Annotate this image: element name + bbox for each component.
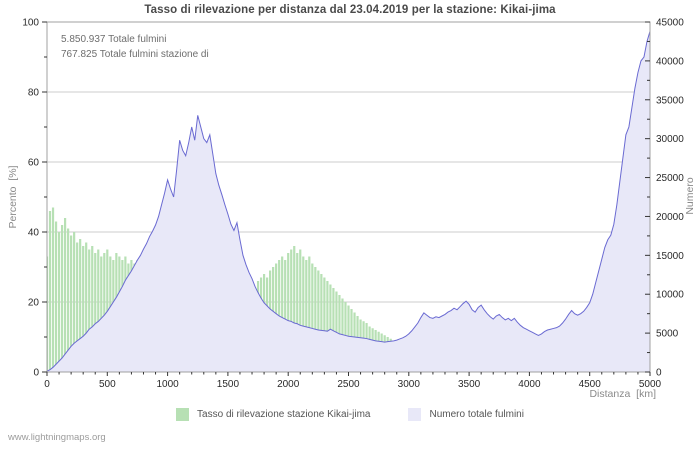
y-left-tick-label: 60 (28, 158, 40, 169)
legend-swatch (176, 408, 190, 421)
x-tick-label: 500 (99, 379, 116, 390)
legend-item-detection-rate: Tasso di rilevazione stazione Kikai-jima (176, 408, 370, 421)
y-left-tick-label: 20 (28, 298, 40, 309)
y-right-tick-label: 0 (656, 368, 662, 379)
area-total-lightning (47, 31, 650, 372)
y-right-tick-label: 20000 (656, 212, 684, 223)
legend-label: Tasso di rilevazione stazione Kikai-jima (197, 409, 371, 420)
y-right-tick-label: 10000 (656, 290, 684, 301)
station-lightning-count: 767.825 Totale fulmini stazione di (61, 48, 209, 60)
y-right-tick-label: 40000 (656, 56, 684, 67)
x-tick-label: 3000 (398, 379, 421, 390)
x-tick-label: 1500 (217, 379, 240, 390)
x-tick-label: 4000 (518, 379, 541, 390)
y-axis-label-percento: Percento [%] (7, 165, 19, 229)
y-right-tick-label: 30000 (656, 134, 684, 145)
y-right-tick-label: 5000 (656, 329, 679, 340)
y-right-tick-label: 45000 (656, 18, 684, 29)
y-left-tick-label: 80 (28, 88, 40, 99)
x-tick-label: 4500 (579, 379, 602, 390)
totals-annotation: 5.850.937 Totale fulmini 767.825 Totale … (61, 33, 209, 62)
y-left-tick-label: 40 (28, 228, 40, 239)
x-tick-label: 3500 (458, 379, 481, 390)
legend-swatch (408, 408, 422, 421)
y-left-tick-label: 100 (22, 18, 39, 29)
y-axis-label-numero: Numero (684, 177, 696, 215)
x-axis-label-distanza: Distanza [km] (589, 388, 656, 400)
y-right-tick-label: 15000 (656, 251, 684, 262)
y-right-tick-label: 25000 (656, 173, 684, 184)
y-left-tick-label: 0 (33, 368, 39, 379)
total-lightning-count: 5.850.937 Totale fulmini (61, 34, 167, 45)
legend-label: Numero totale fulmini (429, 409, 524, 420)
y-right-tick-label: 35000 (656, 95, 684, 106)
x-tick-label: 5000 (639, 379, 662, 390)
legend-item-total-lightning: Numero totale fulmini (408, 408, 524, 421)
legend: Tasso di rilevazione stazione Kikai-jima… (0, 408, 700, 421)
x-tick-label: 1000 (156, 379, 179, 390)
x-tick-label: 2000 (277, 379, 300, 390)
x-tick-label: 0 (44, 379, 50, 390)
chart-title: Tasso di rilevazione per distanza dal 23… (144, 4, 556, 16)
watermark-url: www.lightningmaps.org (8, 432, 106, 443)
x-tick-label: 2500 (337, 379, 360, 390)
